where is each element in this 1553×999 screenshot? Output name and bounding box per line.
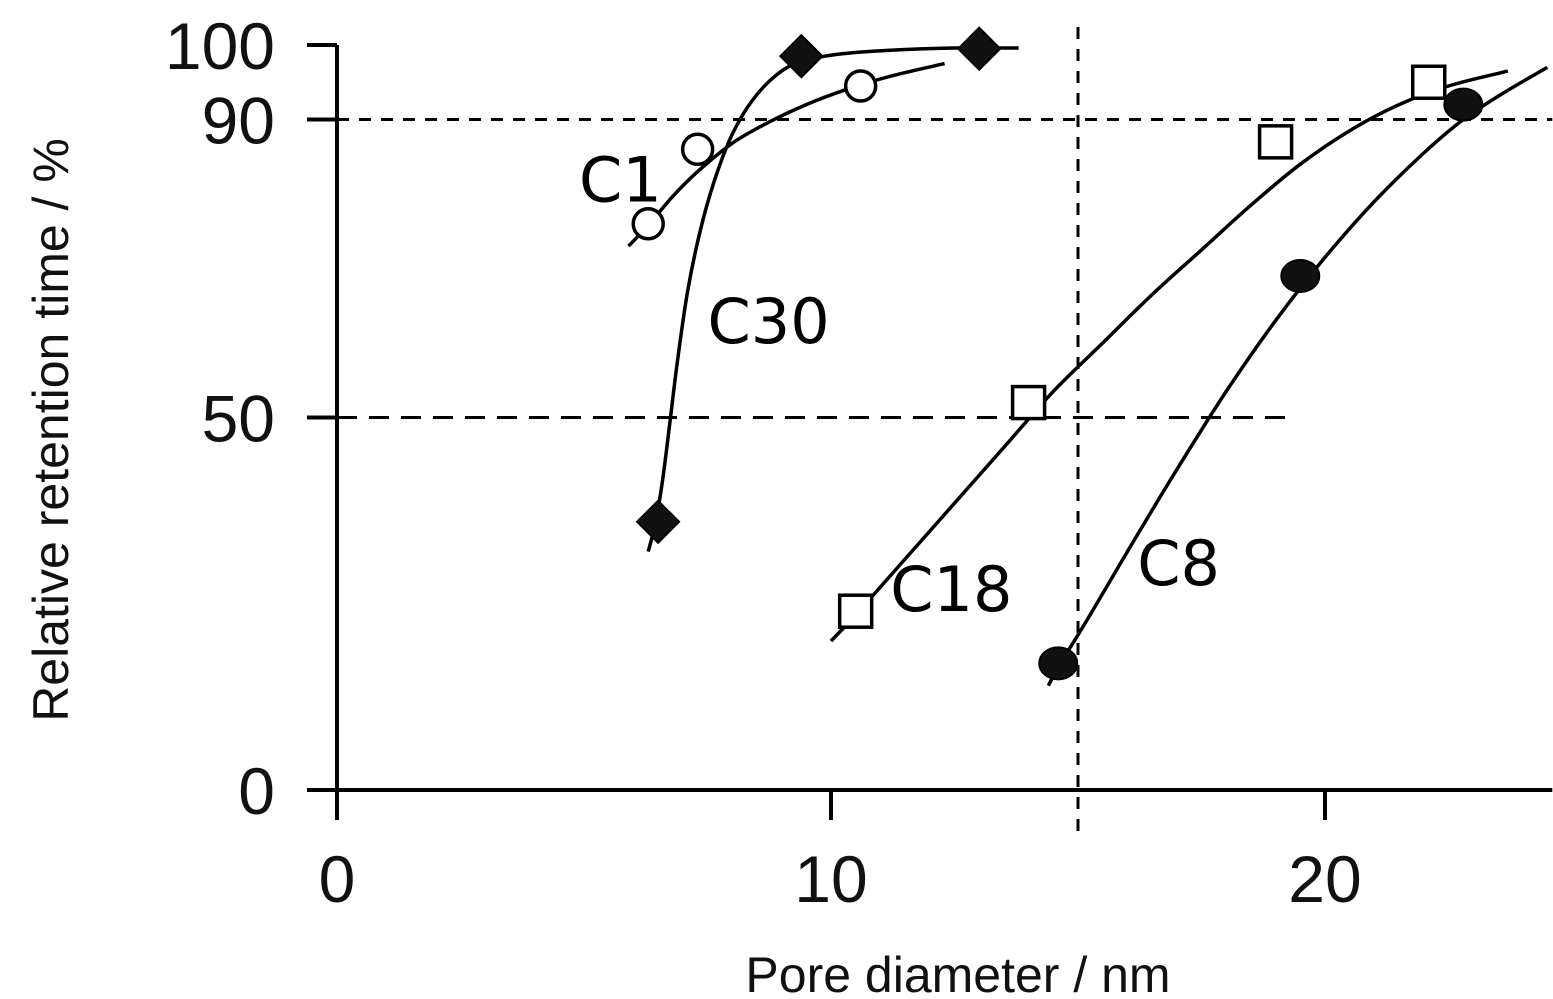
x-tick-label: 10 bbox=[794, 842, 867, 916]
point-c8 bbox=[1038, 646, 1079, 681]
point-c8 bbox=[1280, 258, 1321, 293]
y-tick-label: 0 bbox=[238, 754, 275, 828]
point-c18 bbox=[1410, 64, 1447, 100]
series-curves bbox=[627, 46, 1549, 687]
curve-c1 bbox=[627, 61, 945, 248]
curve-c18 bbox=[829, 69, 1509, 643]
curve-c30 bbox=[646, 46, 1019, 553]
series-labels: C1 C30 C18 C8 bbox=[579, 143, 1220, 626]
y-tick-label: 100 bbox=[165, 9, 275, 83]
point-c18 bbox=[837, 593, 874, 629]
point-c30 bbox=[956, 26, 1002, 72]
reference-lines bbox=[337, 27, 1553, 835]
point-c8 bbox=[1443, 87, 1484, 122]
point-c30 bbox=[635, 499, 681, 545]
point-c18 bbox=[1257, 124, 1294, 160]
y-tick-label: 50 bbox=[202, 382, 275, 456]
point-c1 bbox=[631, 207, 665, 241]
y-tick-label: 90 bbox=[202, 84, 275, 158]
point-c18 bbox=[1010, 384, 1047, 421]
point-c1 bbox=[843, 69, 878, 103]
x-axis-title: Pore diameter / nm bbox=[745, 947, 1170, 999]
series-label-c30: C30 bbox=[708, 285, 830, 358]
series-label-c8: C8 bbox=[1137, 527, 1220, 600]
series-label-c1: C1 bbox=[579, 143, 662, 216]
series-label-c18: C18 bbox=[890, 553, 1012, 626]
x-tick-label: 0 bbox=[319, 842, 356, 916]
series-markers bbox=[631, 26, 1484, 681]
point-c1 bbox=[680, 132, 715, 167]
axes bbox=[307, 43, 1553, 820]
curve-c8 bbox=[1046, 65, 1549, 687]
y-axis-title: Relative retention time / % bbox=[23, 138, 79, 722]
x-tick-label: 20 bbox=[1288, 842, 1361, 916]
point-c30 bbox=[778, 33, 824, 79]
